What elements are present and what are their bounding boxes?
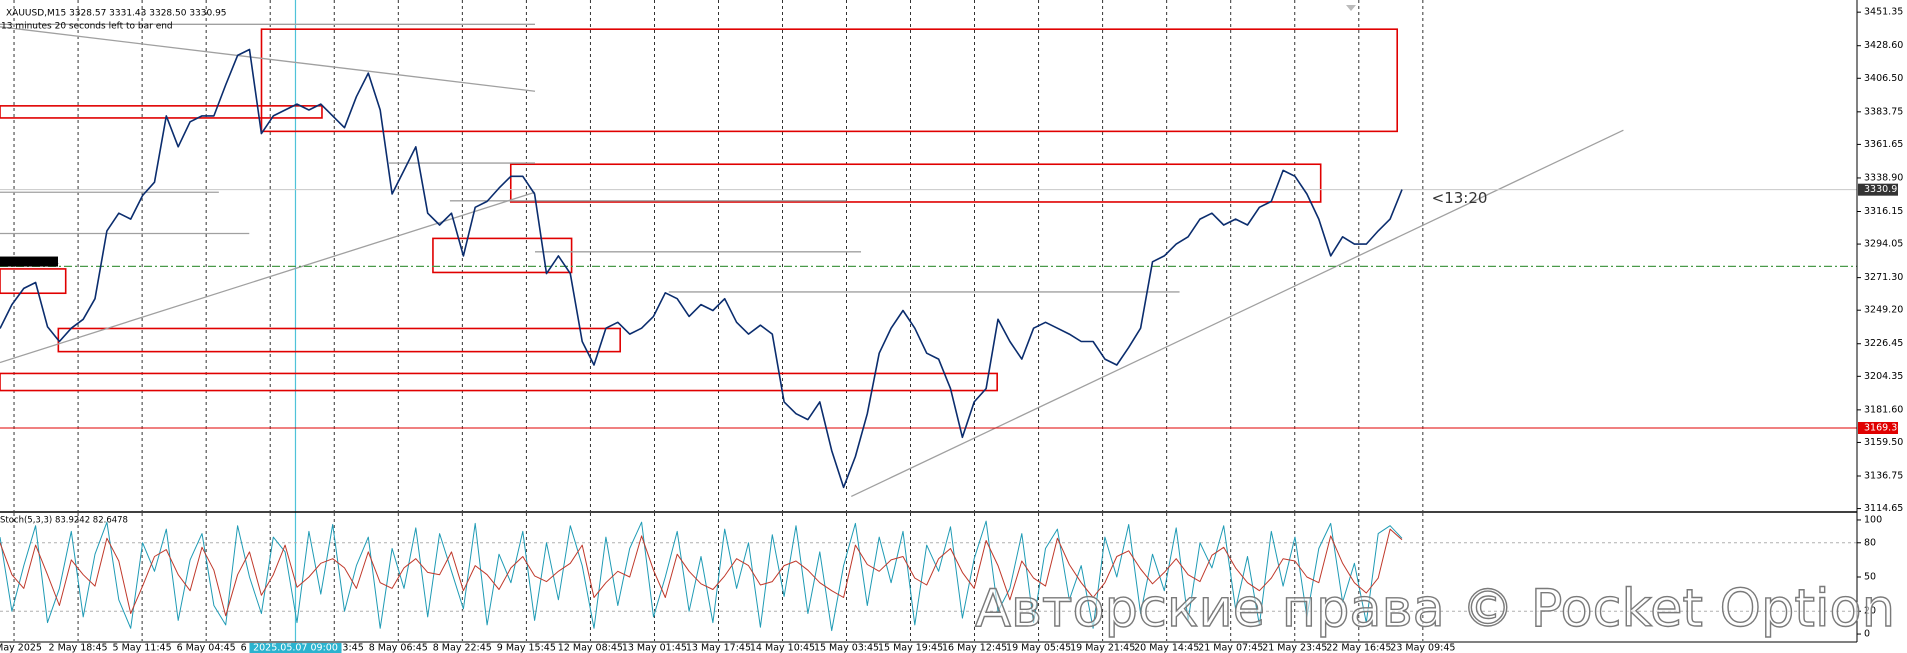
zone [509, 163, 1322, 203]
redaction [0, 256, 58, 267]
x-tick-label: 21 May 07:45 [1198, 643, 1263, 653]
y-tick-label: 3249.20 [1864, 305, 1903, 316]
zone [0, 105, 323, 119]
x-tick-label: 19 May 05:45 [1006, 643, 1071, 653]
plot-layer [0, 0, 1857, 642]
x-tick-label: 12 May 08:45 [558, 643, 623, 653]
y-tick-label: 3136.75 [1864, 470, 1903, 481]
y-tick-label: 3204.35 [1864, 371, 1903, 382]
x-tick-label: 15 May 19:45 [878, 643, 943, 653]
y-tick-label: 3383.75 [1864, 106, 1903, 117]
y-tick-label: 80 [1864, 537, 1876, 548]
x-tick-label: 2 May 18:45 [49, 643, 108, 653]
y-tick-label: 0 [1864, 629, 1870, 640]
y-tick-label: 3159.50 [1864, 437, 1903, 448]
bar-timer: 13 minutes 20 seconds left to bar end [1, 22, 173, 32]
y-tick-label: 3294.05 [1864, 239, 1903, 250]
y-tick-label: 3316.15 [1864, 206, 1903, 217]
label-layer: 3451.35 3428.60 3406.50 3383.75 3361.65 3338.… [0, 7, 1903, 653]
zone [260, 28, 1399, 133]
series-line [0, 528, 1403, 617]
y-tick-label: 3114.65 [1864, 503, 1903, 514]
x-tick-label: 13 May 01:45 [622, 643, 687, 653]
crosshair-label: 2025.05.07 09:00 [253, 643, 338, 653]
x-tick-label: 1 May 2025 [0, 643, 42, 653]
series-line [0, 520, 1403, 632]
x-tick-label: 21 May 23:45 [1262, 643, 1327, 653]
y-tick-label: 3406.50 [1864, 73, 1903, 84]
x-tick-label: 8 May 22:45 [433, 643, 492, 653]
series-line [0, 48, 1403, 489]
current-price-box [1858, 183, 1898, 196]
y-tick-label: 3428.60 [1864, 40, 1903, 51]
zone [432, 237, 573, 274]
symbol-line: XAUUSD,M15 3328.57 3331.43 3328.50 3330.… [6, 9, 227, 19]
x-tick-label: 6 May 04:45 [177, 643, 236, 653]
y-tick-label: 50 [1864, 572, 1876, 583]
y-tick-label: 100 [1864, 514, 1882, 525]
y-tick-label: 3181.60 [1864, 404, 1903, 415]
y-tick-label: 3271.30 [1864, 272, 1903, 283]
x-tick-label: 20 May 14:45 [1134, 643, 1199, 653]
y-tick-label: 3338.90 [1864, 172, 1903, 183]
x-tick-label: 14 May 10:45 [750, 643, 815, 653]
y-tick-label: 20 [1864, 606, 1876, 617]
crosshair-label-box [249, 643, 342, 653]
x-tick-label: 8 May 06:45 [369, 643, 428, 653]
watermark: Авторские права © Pocket Option [975, 579, 1895, 639]
alert-label: 3169.30 [1864, 422, 1903, 433]
y-tick-label: 3226.45 [1864, 338, 1903, 349]
x-tick-label: 19 May 21:45 [1070, 643, 1135, 653]
x-tick-label: 5 May 11:45 [113, 643, 172, 653]
trendline [0, 191, 536, 364]
x-tick-label: 9 May 15:45 [497, 643, 556, 653]
x-tick-label: 22 May 16:45 [1326, 643, 1391, 653]
y-tick-label: 3451.35 [1864, 7, 1903, 18]
zone [0, 268, 67, 295]
zone [0, 372, 998, 392]
trendline [0, 26, 536, 92]
scroll-marker [1346, 5, 1356, 11]
y-tick-label: 3361.65 [1864, 139, 1903, 150]
indicator-title: Stoch(5,3,3) 83.9242 82.6478 [0, 516, 128, 526]
trendline [850, 129, 1624, 497]
countdown-annotation: <13:20 [1432, 189, 1488, 207]
alert-label-box [1858, 421, 1898, 434]
x-tick-label: 13 May 17:45 [686, 643, 751, 653]
current-price-label: 3330.95 [1864, 184, 1903, 195]
x-tick-label: 23 May 09:45 [1390, 643, 1455, 653]
x-tick-label: 16 May 12:45 [942, 643, 1007, 653]
x-tick-label: 15 May 03:45 [814, 643, 879, 653]
